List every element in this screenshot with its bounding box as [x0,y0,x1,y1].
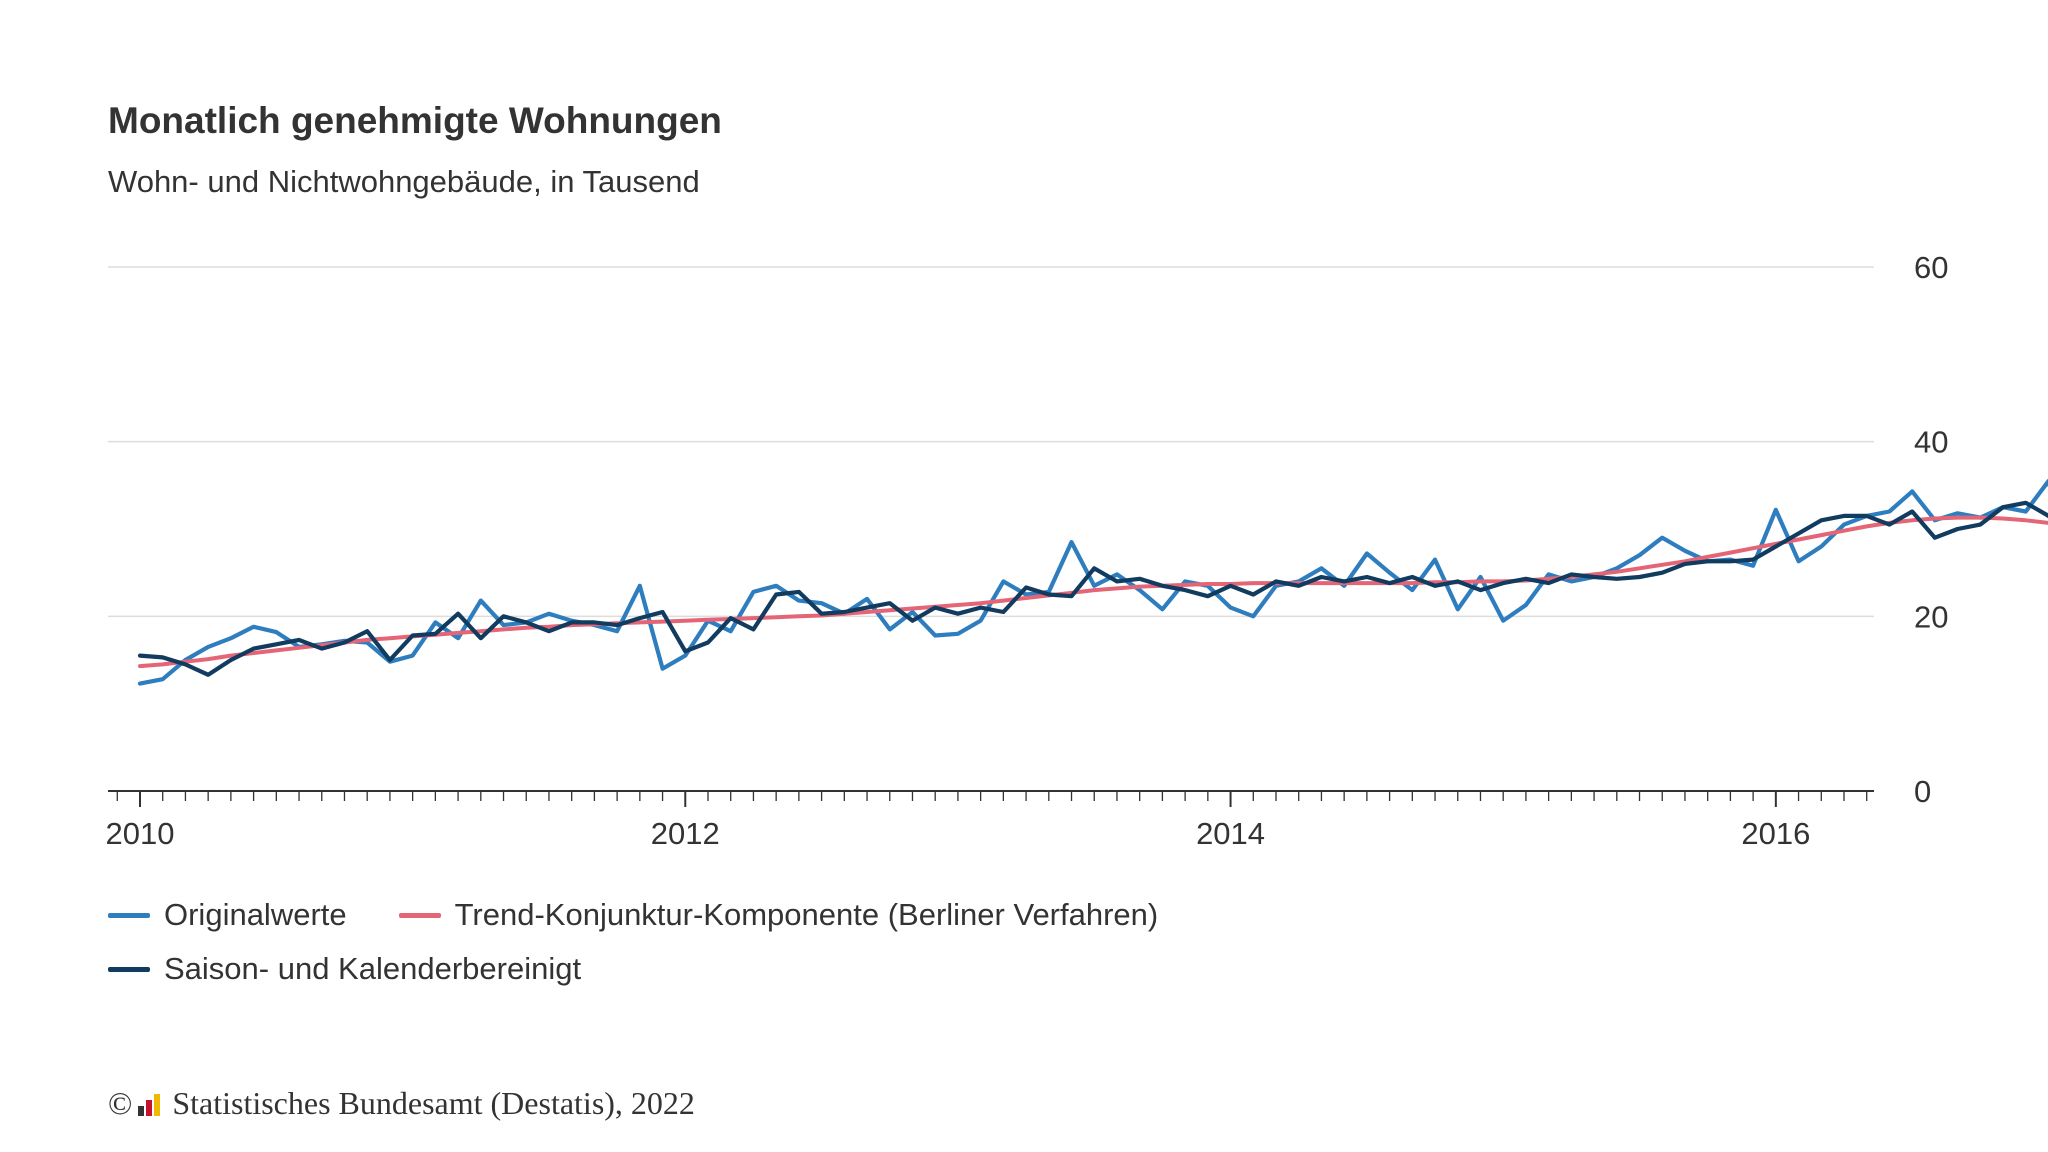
x-tick-label: 2016 [1741,816,1810,851]
series-line-originalwerte [137,478,2048,686]
grid-lines [108,266,1874,618]
series-lines [137,478,2048,686]
legend-swatch [398,912,441,918]
source-credit: © Statistisches Bundesamt (Destatis), 20… [108,1085,695,1122]
x-axis [108,790,1874,807]
y-tick-label: 60 [1914,250,1948,285]
destatis-logo-icon [138,1092,162,1116]
chart-title: Monatlich genehmigte Wohnungen [108,100,722,141]
legend-label: Saison- und Kalenderbereinigt [164,951,582,986]
legend-label: Originalwerte [164,897,347,932]
legend: Originalwerte Trend-Konjunktur-Komponent… [108,888,1210,996]
x-tick-label: 2010 [106,816,175,851]
legend-item-saisonbereinigt: Saison- und Kalenderbereinigt [108,951,581,987]
copyright-symbol: © [108,1085,133,1121]
x-axis-labels: 2010201220142016201820202022 [106,816,1811,851]
legend-swatch [108,912,150,918]
legend-swatch [108,966,150,972]
y-tick-label: 40 [1914,425,1948,460]
legend-item-originalwerte: Originalwerte [108,897,347,933]
legend-label: Trend-Konjunktur-Komponente (Berliner Ve… [454,897,1159,932]
y-axis-labels: 0 20 40 60 [1914,250,1948,809]
series-line-saisonbereinigt [137,500,2048,677]
x-tick-label: 2014 [1196,816,1265,851]
x-tick-label: 2012 [651,816,720,851]
series-line-trend [138,515,2048,669]
source-text: Statistisches Bundesamt (Destatis), 2022 [172,1085,695,1121]
chart-subtitle: Wohn- und Nichtwohngebäude, in Tausend [108,164,700,199]
legend-item-trend: Trend-Konjunktur-Komponente (Berliner Ve… [398,897,1159,933]
y-tick-label: 20 [1914,599,1948,634]
y-tick-label: 0 [1914,774,1931,809]
